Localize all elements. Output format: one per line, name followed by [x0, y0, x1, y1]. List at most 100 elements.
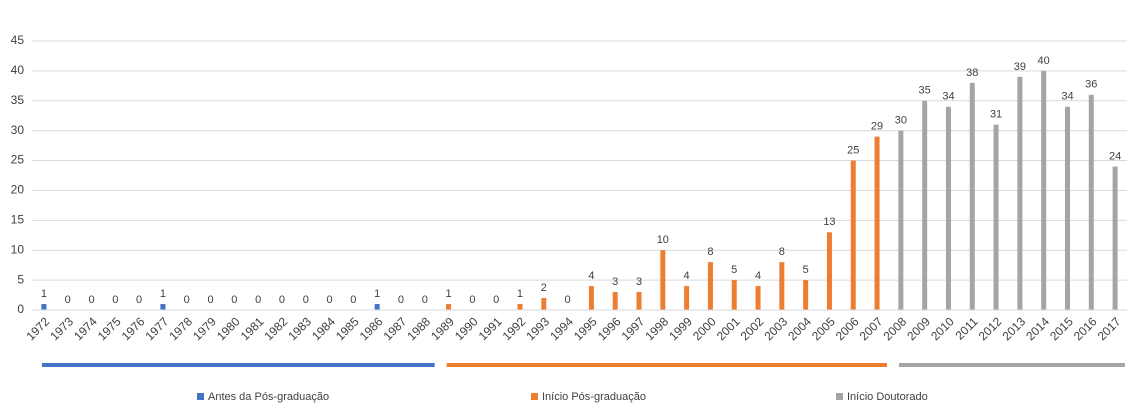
data-label: 0 [493, 294, 499, 306]
x-tick-label: 1984 [309, 314, 338, 343]
legend-label: Antes da Pós-graduação [208, 391, 329, 403]
data-label: 0 [184, 294, 190, 306]
bar [731, 280, 737, 310]
x-tick-label: 1986 [357, 314, 386, 343]
bar [684, 286, 690, 310]
y-tick-label: 40 [11, 63, 25, 77]
x-tick-label: 1980 [214, 314, 243, 343]
data-label: 0 [255, 294, 261, 306]
y-tick-label: 30 [11, 123, 25, 137]
bar [374, 304, 380, 310]
x-tick-label: 2001 [714, 314, 743, 343]
x-tick-label: 1988 [404, 314, 433, 343]
x-tick-label: 1977 [143, 314, 172, 343]
x-tick-label: 2015 [1047, 314, 1076, 343]
bar [1017, 76, 1023, 310]
bar [945, 106, 951, 310]
data-label: 0 [303, 294, 309, 306]
x-tick-label: 1994 [547, 314, 576, 343]
x-tick-label: 1982 [262, 314, 291, 343]
bar [1088, 94, 1094, 310]
x-tick-label: 1991 [476, 314, 505, 343]
bar [1112, 166, 1118, 310]
data-label: 0 [469, 294, 475, 306]
data-label: 1 [374, 288, 380, 300]
legend-label: Início Pós-graduação [542, 391, 646, 403]
bar [588, 286, 594, 310]
x-tick-label: 1996 [595, 314, 624, 343]
bar [160, 304, 166, 310]
x-tick-label: 2010 [928, 314, 957, 343]
x-tick-label: 1975 [95, 314, 124, 343]
data-label: 39 [1014, 61, 1026, 73]
data-label: 5 [803, 264, 809, 276]
data-label: 34 [1061, 91, 1073, 103]
x-tick-label: 1998 [642, 314, 671, 343]
legend-swatch [836, 393, 843, 400]
y-tick-label: 45 [11, 33, 25, 47]
y-tick-label: 0 [17, 302, 24, 316]
data-label: 0 [398, 294, 404, 306]
y-tick-label: 10 [11, 242, 25, 256]
bar [541, 298, 547, 310]
bar [517, 304, 523, 310]
data-label: 40 [1038, 55, 1050, 67]
legend-swatch [531, 393, 538, 400]
x-tick-label: 2000 [690, 314, 719, 343]
x-tick-label: 2011 [952, 314, 980, 342]
bar [707, 262, 713, 310]
data-label: 1 [41, 288, 47, 300]
data-label: 34 [942, 91, 954, 103]
bar [850, 160, 856, 310]
y-tick-label: 20 [11, 183, 25, 197]
data-label: 0 [279, 294, 285, 306]
bar [874, 136, 880, 310]
x-tick-label: 1983 [285, 314, 314, 343]
legend-swatch [197, 393, 204, 400]
x-tick-label: 1979 [190, 314, 219, 343]
x-tick-label: 1999 [666, 314, 695, 343]
x-tick-label: 2006 [833, 314, 862, 343]
x-tick-label: 2009 [904, 314, 933, 343]
x-tick-label: 1978 [166, 314, 195, 343]
legend-label: Início Doutorado [847, 391, 928, 403]
data-label: 0 [565, 294, 571, 306]
x-tick-label: 2012 [976, 314, 1005, 343]
x-tick-label: 1997 [619, 314, 648, 343]
data-label: 0 [112, 294, 118, 306]
bar [898, 130, 904, 310]
bar [826, 232, 832, 310]
bar [969, 82, 975, 310]
bar [779, 262, 785, 310]
data-label: 25 [847, 144, 859, 156]
bar [1064, 106, 1070, 310]
data-label: 0 [422, 294, 428, 306]
data-label: 5 [731, 264, 737, 276]
data-label: 2 [541, 282, 547, 294]
data-label: 0 [231, 294, 237, 306]
data-label: 1 [517, 288, 523, 300]
data-label: 38 [966, 67, 978, 79]
data-label: 1 [446, 288, 452, 300]
data-label: 4 [588, 270, 594, 282]
data-label: 10 [657, 234, 669, 246]
x-tick-label: 1981 [238, 314, 267, 343]
x-tick-label: 1976 [119, 314, 148, 343]
bar [803, 280, 809, 310]
bar [1041, 70, 1047, 310]
data-label: 0 [88, 294, 94, 306]
x-tick-label: 1989 [428, 314, 457, 343]
y-tick-label: 25 [11, 153, 25, 167]
x-tick-label: 2008 [880, 314, 909, 343]
bar [446, 304, 452, 310]
y-tick-label: 35 [11, 93, 25, 107]
data-label: 35 [919, 85, 931, 97]
data-label: 3 [636, 276, 642, 288]
data-label: 0 [136, 294, 142, 306]
x-tick-label: 1973 [47, 314, 76, 343]
x-tick-label: 1990 [452, 314, 481, 343]
y-tick-label: 5 [17, 272, 24, 286]
x-tick-label: 2002 [738, 314, 767, 343]
data-label: 3 [612, 276, 618, 288]
